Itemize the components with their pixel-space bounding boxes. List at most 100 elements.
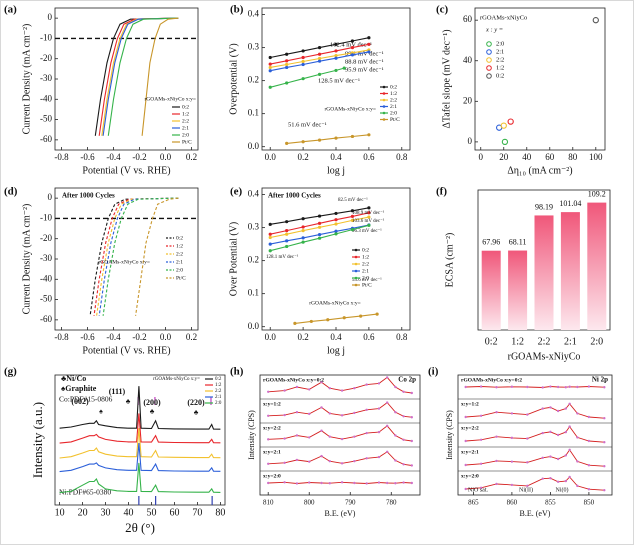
value-label: 68.11 xyxy=(509,237,527,246)
data-point xyxy=(365,482,368,485)
legend-marker xyxy=(486,49,492,55)
data-point xyxy=(568,402,571,405)
series-line xyxy=(135,197,179,316)
y-tick-label: 0.4 xyxy=(248,189,260,199)
legend-label: 2:1 xyxy=(176,259,183,265)
data-point xyxy=(541,407,544,410)
legend-marker xyxy=(486,41,492,47)
x-tick-label: -0.4 xyxy=(106,152,121,162)
data-point xyxy=(268,232,272,236)
panel-label: (g) xyxy=(4,366,17,378)
peak-symbol: ♠ xyxy=(99,408,103,416)
data-point xyxy=(320,454,323,458)
data-point xyxy=(353,459,356,463)
data-point xyxy=(285,141,289,145)
y-tick-label: -40 xyxy=(40,273,52,283)
y-tick-label: -20 xyxy=(40,53,52,63)
x-axis-label: Potential (V vs. RHE) xyxy=(82,345,170,356)
legend-marker xyxy=(382,118,386,121)
data-point xyxy=(317,72,322,76)
data-point xyxy=(308,481,311,484)
x-tick-label: 0.2 xyxy=(297,332,308,342)
slope-label: 51.6 mV dec⁻¹ xyxy=(288,121,327,128)
data-point xyxy=(301,59,305,64)
y-axis-label: Current Density (mA cm⁻²) xyxy=(21,24,32,135)
value-label: 101.04 xyxy=(559,199,581,208)
x-tick-label: -0.8 xyxy=(54,332,69,342)
x-tick-label: 0.2 xyxy=(297,152,308,162)
bar xyxy=(508,250,528,330)
panel-title: Ni 2p xyxy=(592,376,608,384)
data-point xyxy=(334,222,338,226)
slope-label: 96.3 mV dec⁻¹ xyxy=(352,228,382,234)
data-point xyxy=(564,479,567,483)
peak-label: (200) xyxy=(143,398,161,407)
data-point xyxy=(576,385,579,389)
legend-label: 0:2 xyxy=(176,235,183,241)
data-point xyxy=(385,376,389,379)
data-point xyxy=(568,475,571,479)
data-point xyxy=(317,225,322,229)
data-point xyxy=(340,462,344,465)
bar xyxy=(481,250,501,330)
data-point xyxy=(377,407,381,410)
data-point xyxy=(367,223,371,227)
data-point xyxy=(301,77,305,81)
series-line xyxy=(101,17,179,136)
legend-label: Pt/C xyxy=(390,117,400,123)
subplot-label: rGOAMs-xNiyCo x:y=0:2 xyxy=(461,377,522,383)
data-point xyxy=(507,118,514,125)
data-point xyxy=(394,482,397,485)
data-point xyxy=(576,460,579,463)
panel-title: After 1000 Cycles xyxy=(268,192,321,200)
data-point xyxy=(301,225,305,229)
x-tick-label: 780 xyxy=(386,499,397,507)
x-tick-label: 100 xyxy=(589,152,603,162)
y-tick-label: -30 xyxy=(40,73,52,83)
data-point xyxy=(268,85,272,89)
reference-label: Co:PDF#15-0806 xyxy=(59,395,113,404)
legend-marker xyxy=(354,248,358,252)
data-point xyxy=(350,134,355,139)
data-point xyxy=(268,65,272,70)
legend-label: 1:2 xyxy=(176,243,183,249)
x-tick-label: 800 xyxy=(304,499,315,507)
peak-label: (111) xyxy=(109,387,126,396)
x-axis-label: rGOAMs-xNiyCo xyxy=(508,351,581,362)
data-point xyxy=(402,438,405,441)
subplot-label: x:y=2:1 xyxy=(263,449,281,455)
legend-label: 2:2 xyxy=(496,56,504,63)
data-point xyxy=(342,316,346,320)
series-line xyxy=(102,197,179,316)
plot-frame xyxy=(474,7,606,151)
y-tick-label: 0 xyxy=(48,192,53,202)
data-point xyxy=(410,391,413,395)
series-line xyxy=(102,17,179,136)
value-label: 109.2 xyxy=(588,189,606,198)
xrd-pattern xyxy=(59,428,221,459)
legend-label: 1:2 xyxy=(362,254,369,260)
data-point xyxy=(541,386,544,389)
x-tick-label: 0.8 xyxy=(396,332,408,342)
data-point xyxy=(267,438,270,441)
data-point xyxy=(587,488,591,491)
data-point xyxy=(603,441,606,444)
data-point xyxy=(367,50,371,54)
data-point xyxy=(268,69,272,73)
x-tick-label: 40 xyxy=(522,152,532,162)
data-point xyxy=(385,450,389,453)
y-tick-label: -60 xyxy=(40,314,52,324)
legend-label: 0:2 xyxy=(182,104,189,110)
panel-label: (c) xyxy=(436,4,449,16)
data-point xyxy=(268,242,272,246)
series-line xyxy=(107,17,179,136)
fit-envelope xyxy=(268,401,412,418)
data-point xyxy=(464,439,467,443)
x-tick-label: 1:2 xyxy=(511,336,524,347)
x-tick-label: 0.0 xyxy=(160,332,172,342)
data-point xyxy=(328,387,331,390)
y-tick-label: -50 xyxy=(40,294,52,304)
data-point xyxy=(603,386,606,389)
peak-label: NiO sat. xyxy=(468,487,488,493)
